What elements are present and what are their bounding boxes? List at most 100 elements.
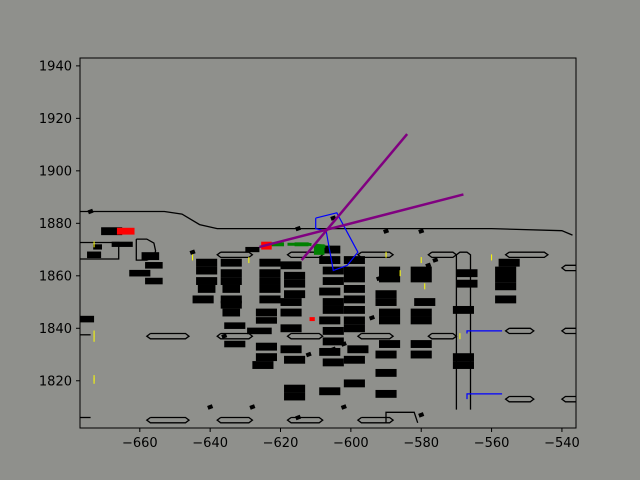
object-box — [410, 340, 432, 348]
road-boundary-island-far-right — [560, 264, 576, 272]
object-box — [224, 322, 246, 329]
route-line — [466, 330, 503, 334]
y-tick: 1820 — [39, 374, 80, 389]
object-box — [375, 350, 397, 359]
object-box — [343, 295, 365, 304]
road-boundary-row-3-d — [356, 416, 395, 424]
object-box — [319, 347, 341, 356]
road-boundary-row-3-f — [504, 395, 535, 403]
x-tick: −640 — [192, 428, 228, 451]
small-object — [249, 404, 256, 410]
object-box — [343, 355, 365, 364]
small-object — [340, 341, 347, 347]
y-tick: 1880 — [39, 217, 80, 232]
x-tick-label: −580 — [403, 436, 439, 451]
object-box — [255, 353, 277, 362]
object-box — [343, 305, 365, 314]
route-line — [315, 212, 359, 272]
x-tick-label: −660 — [122, 436, 158, 451]
road-boundary-row-3-a — [145, 416, 191, 424]
object-box — [410, 266, 432, 275]
object-box — [347, 345, 369, 354]
object-box — [259, 284, 281, 293]
y-tick: 1920 — [39, 112, 80, 127]
object-box — [343, 274, 365, 283]
object-box — [145, 277, 163, 285]
object-box — [280, 261, 302, 270]
x-tick: −580 — [403, 428, 439, 451]
planned-path — [273, 242, 330, 249]
object-box — [93, 244, 102, 250]
y-tick-label: 1920 — [39, 112, 72, 127]
planned-path-segment — [313, 244, 325, 255]
object-box — [456, 269, 478, 278]
object-box — [379, 316, 401, 325]
y-tick-label: 1860 — [39, 269, 72, 284]
object-box — [284, 355, 306, 364]
object-box — [410, 350, 432, 359]
x-tick: −560 — [474, 428, 509, 451]
y-tick-label: 1820 — [39, 374, 72, 389]
object-box — [80, 315, 95, 323]
object-box — [343, 379, 365, 388]
object-box — [141, 252, 160, 261]
small-object — [330, 346, 337, 353]
road-boundary-upper-road-edge — [80, 210, 573, 236]
object-box — [129, 269, 151, 277]
object-box — [414, 298, 436, 306]
small-object — [221, 333, 228, 339]
road-boundary-row-3-b — [216, 416, 254, 424]
ego-vehicle — [116, 227, 135, 235]
object-box — [284, 392, 306, 401]
prediction-line — [259, 193, 464, 249]
object-box — [255, 342, 277, 351]
object-box — [87, 251, 102, 259]
object-box — [319, 387, 341, 396]
object-box — [280, 324, 302, 333]
object-box — [284, 290, 306, 299]
object-box — [379, 266, 401, 275]
object-box — [343, 266, 365, 275]
road-boundary-row-2-f — [504, 327, 535, 335]
small-object — [305, 351, 312, 358]
object-box — [322, 298, 344, 306]
object-box — [284, 271, 306, 280]
object-box — [379, 274, 401, 283]
object-box — [410, 316, 432, 325]
road-boundary-island-mid-2 — [427, 251, 458, 259]
object-box — [319, 316, 341, 325]
x-tick-label: −600 — [333, 436, 369, 451]
road-boundary-island-mid — [356, 251, 395, 259]
object-box — [224, 340, 246, 348]
road-boundary-row-3-g — [560, 395, 576, 403]
object-box — [495, 295, 517, 304]
object-box — [111, 241, 133, 247]
object-box — [220, 295, 242, 304]
object-box — [247, 327, 272, 335]
object-box — [322, 358, 344, 367]
y-tick: 1840 — [39, 322, 80, 337]
object-box — [379, 308, 401, 317]
small-object — [375, 275, 383, 282]
small-object — [189, 249, 196, 255]
road-boundary-row-2-e — [427, 332, 458, 340]
road-boundary-row-2-d — [356, 332, 395, 340]
object-box — [375, 389, 397, 398]
object-box — [220, 269, 242, 278]
object-box — [375, 298, 397, 306]
object-box — [220, 300, 242, 309]
object-box — [284, 279, 306, 288]
object-box — [495, 282, 517, 291]
x-tick-label: −540 — [544, 436, 580, 451]
small-object — [87, 208, 94, 215]
plot-frame — [79, 57, 577, 429]
object-box — [259, 269, 281, 278]
object-box — [319, 287, 341, 296]
object-box — [280, 345, 302, 354]
object-box — [322, 305, 344, 314]
object-box — [255, 317, 277, 324]
object-box — [456, 279, 478, 288]
y-tick-label: 1840 — [39, 322, 72, 337]
y-tick: 1860 — [39, 269, 80, 284]
x-tick-label: −620 — [263, 436, 299, 451]
